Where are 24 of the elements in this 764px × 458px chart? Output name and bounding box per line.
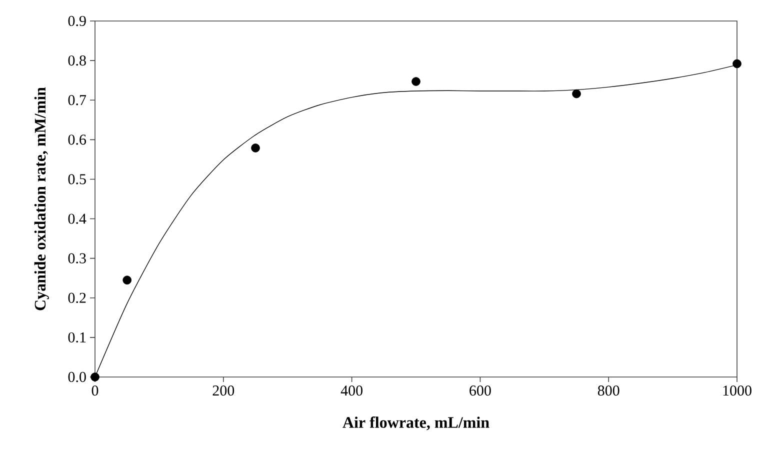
x-tick-label: 0	[92, 386, 98, 396]
y-tick-label: 0.7	[68, 95, 86, 106]
y-tick-label: 0.5	[68, 174, 86, 184]
x-tick-label: 400	[340, 386, 362, 396]
y-tick-label: 0.6	[68, 134, 86, 145]
y-tick-label: 0.2	[68, 292, 86, 303]
y-tick-label: 0.3	[68, 253, 86, 264]
y-tick-label: 0.9	[68, 16, 86, 26]
y-axis-title: Cyanide oxidation rate, mM/min	[34, 87, 49, 310]
x-tick-label: 200	[212, 386, 234, 396]
y-tick-label: 0.8	[68, 55, 86, 66]
point	[90, 372, 100, 382]
point	[251, 144, 260, 152]
point	[732, 59, 742, 68]
x-tick-label: 600	[470, 386, 491, 396]
y-tick-label: 0.4	[68, 214, 86, 224]
point	[572, 89, 581, 98]
y-tick-label: 0.1	[68, 332, 86, 343]
point	[412, 77, 420, 86]
x-tick-label: 1000	[723, 386, 752, 396]
point	[122, 276, 132, 284]
y-tick-label: 0.0	[68, 372, 86, 382]
x-axis-title: Air flowrate, mL/min	[342, 416, 490, 430]
x-tick-label: 800	[598, 386, 620, 396]
